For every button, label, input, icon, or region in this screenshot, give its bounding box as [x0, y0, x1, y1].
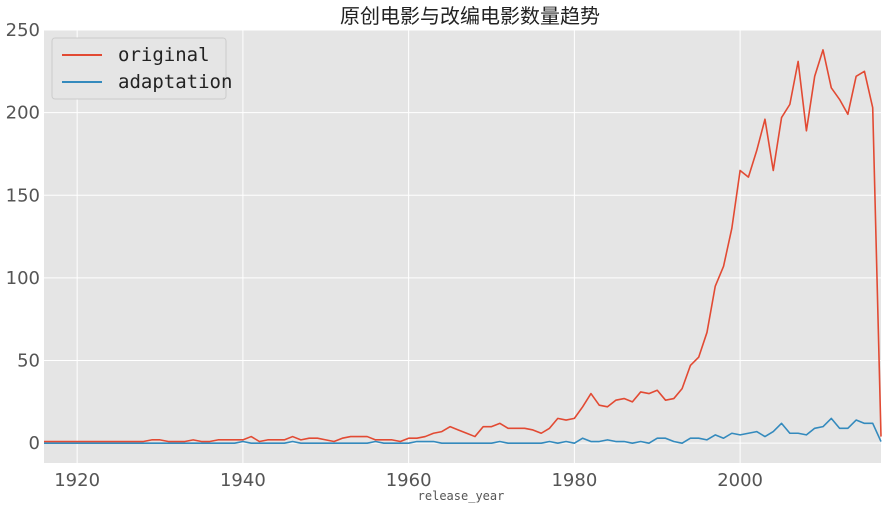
legend-label-original: original	[118, 44, 210, 66]
series-line-adaptation	[44, 417, 882, 444]
x-tick-label: 1920	[54, 470, 100, 491]
x-tick-label: 1980	[551, 470, 597, 491]
y-tick-label: 100	[6, 268, 40, 289]
x-axis-label: release_year	[418, 489, 505, 503]
y-tick-label: 0	[29, 433, 40, 454]
x-tick-label: 2000	[717, 470, 763, 491]
legend-label-adaptation: adaptation	[118, 71, 232, 93]
plot-area-background	[44, 30, 881, 463]
chart-title: 原创电影与改编电影数量趋势	[340, 4, 600, 28]
y-tick-label: 250	[6, 20, 40, 41]
y-tick-label: 150	[6, 185, 40, 206]
y-tick-label: 50	[17, 351, 40, 372]
y-tick-label: 200	[6, 103, 40, 124]
axis-tick-labels: 1920 1940 1960 1980 2000 0 50 100 150 200 250	[6, 20, 763, 491]
series-lines	[44, 49, 882, 444]
series-line-original	[44, 49, 882, 443]
x-tick-label: 1960	[386, 470, 432, 491]
grid-lines	[44, 29, 881, 463]
legend-box	[51, 37, 227, 100]
legend: original adaptation	[51, 37, 232, 100]
x-tick-label: 1940	[220, 470, 266, 491]
